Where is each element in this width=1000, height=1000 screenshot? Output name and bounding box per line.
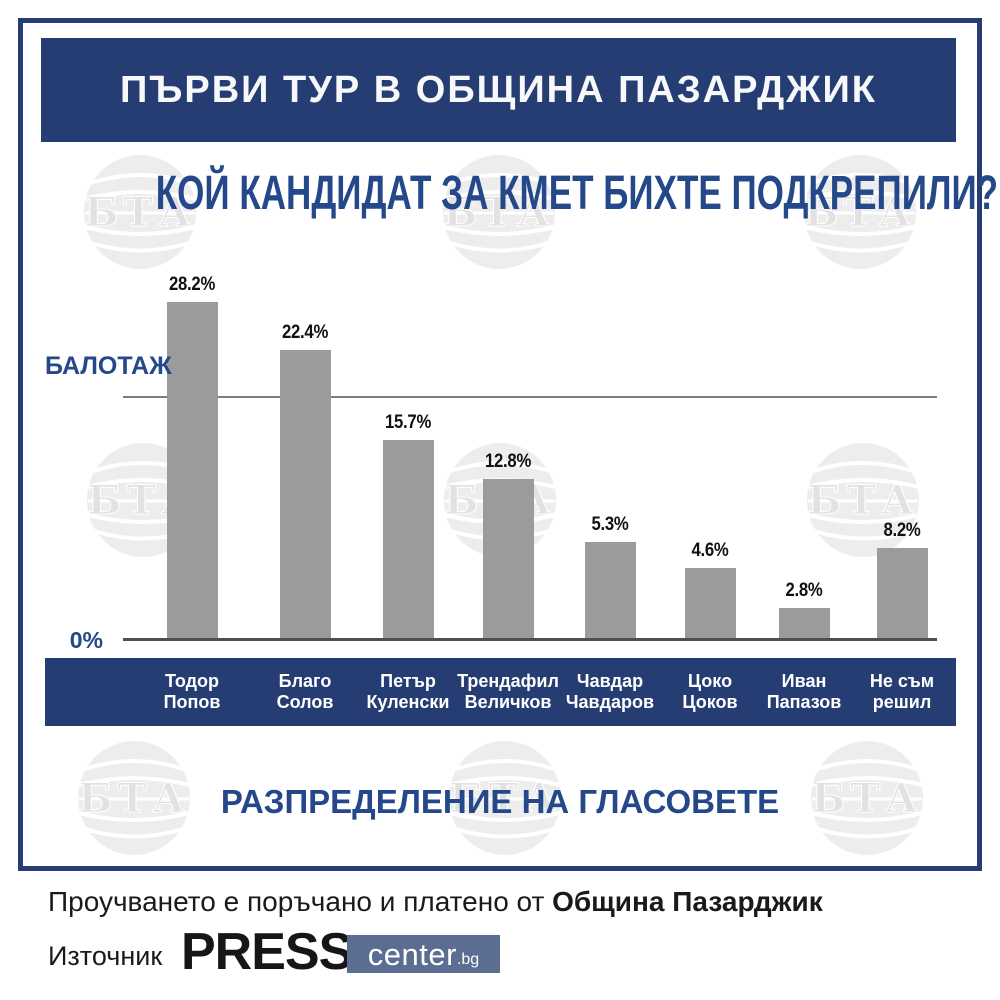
candidate-name-line: Не съм	[869, 671, 935, 691]
candidate-name-line: Петър	[380, 671, 436, 691]
candidate-name-line: Солов	[276, 692, 334, 712]
bar-value-label: 22.4%	[281, 322, 329, 343]
bar-value-label: 12.8%	[484, 451, 532, 472]
bar	[166, 302, 218, 641]
candidate-name-line: Чавдар	[576, 671, 644, 691]
title-banner: ПЪРВИ ТУР В ОБЩИНА ПАЗАРДЖИК	[41, 38, 956, 142]
candidate-name-line: Благо	[278, 671, 332, 691]
bar	[684, 568, 736, 641]
presscenter-logo-tld: .bg	[456, 951, 480, 968]
bar-value-label: 4.6%	[691, 540, 729, 561]
bar	[482, 479, 534, 641]
candidate-name-line: Куленски	[366, 692, 450, 712]
presscenter-logo-center: center	[367, 936, 457, 972]
zero-axis-label: 0%	[69, 627, 103, 653]
candidate-name: Цоко Цоков	[682, 658, 737, 726]
runoff-threshold-line	[123, 396, 937, 398]
candidate-name-line: Иван	[781, 671, 827, 691]
candidate-name: Петър Куленски	[367, 658, 450, 726]
candidate-name-line: решил	[872, 692, 932, 712]
candidate-name-line: Тодор	[164, 671, 220, 691]
bar-value-label: 2.8%	[785, 580, 823, 601]
bar	[279, 350, 331, 641]
candidate-name-line: Цоко	[687, 671, 733, 691]
source-label: Източник	[48, 941, 163, 971]
bar-value-label: 8.2%	[883, 520, 921, 541]
candidate-name-line: Попов	[163, 692, 221, 712]
runoff-label: БАЛОТАЖ	[45, 352, 172, 380]
page-title: ПЪРВИ ТУР В ОБЩИНА ПАЗАРДЖИК	[120, 68, 877, 111]
disclaimer-regular: Проучването е поръчано и платено от	[48, 886, 553, 917]
question-subtitle: КОЙ КАНДИДАТ ЗА КМЕТ БИХТЕ ПОДКРЕПИЛИ?	[155, 167, 999, 220]
candidate-name: Благо Солов	[277, 658, 334, 726]
bar	[778, 608, 830, 641]
candidate-name: Иван Папазов	[767, 658, 842, 726]
disclaimer-bold: Община Пазарджик	[552, 886, 823, 917]
candidate-name: Чавдар Чавдаров	[566, 658, 654, 726]
candidate-name-line: Величков	[464, 692, 552, 712]
bar	[382, 440, 434, 641]
candidate-name: Трендафил Величков	[457, 658, 559, 726]
bar	[584, 542, 636, 641]
bar	[876, 548, 928, 641]
candidate-name-line: Чавдаров	[565, 692, 655, 712]
question-subtitle-row: КОЙ КАНДИДАТ ЗА КМЕТ БИХТЕ ПОДКРЕПИЛИ?	[0, 170, 1000, 218]
x-axis-line	[123, 638, 937, 641]
candidate-name-line: Трендафил	[457, 671, 559, 691]
candidate-name-line: Цоков	[682, 692, 738, 712]
presscenter-logo-press: PRESS	[181, 923, 353, 981]
candidate-name-line: Папазов	[766, 692, 842, 712]
bar-value-label: 5.3%	[591, 514, 629, 535]
bar-value-label: 28.2%	[168, 274, 216, 295]
candidate-name: Тодор Попов	[164, 658, 221, 726]
candidate-name: Не съм решил	[870, 658, 934, 726]
chart-caption: РАЗПРЕДЕЛЕНИЕ НА ГЛАСОВЕТЕ	[220, 783, 780, 820]
presscenter-logo-box: center .bg	[347, 935, 500, 973]
candidates-band: Тодор Попов Благо Солов Петър Куленски Трендаф…	[45, 658, 956, 726]
disclaimer-text: Проучването е поръчано и платено от Общи…	[48, 886, 823, 918]
bar-value-label: 15.7%	[384, 412, 432, 433]
card-border	[18, 18, 982, 871]
